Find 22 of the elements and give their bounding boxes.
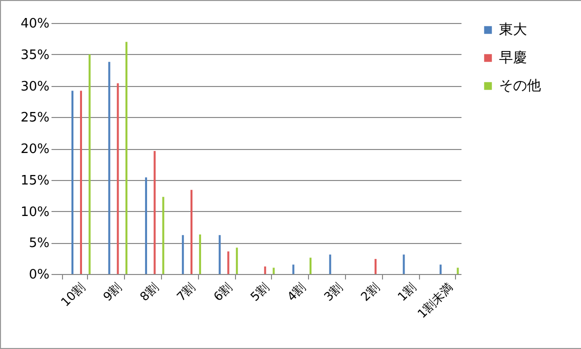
x-tick-label: 3割 xyxy=(321,280,346,304)
x-tick-label: 6割 xyxy=(210,280,235,304)
x-tick-label: 2割 xyxy=(358,280,382,304)
y-tick-label: 15% xyxy=(20,173,50,188)
x-tick-label: 4割 xyxy=(284,280,308,304)
y-tick-label: 35% xyxy=(20,48,50,63)
legend-label: その他 xyxy=(499,78,541,94)
x-tick-label: 10割 xyxy=(58,280,88,310)
legend-label: 東大 xyxy=(499,22,527,38)
y-tick-label: 5% xyxy=(28,236,50,252)
x-tick-label: 9割 xyxy=(100,280,124,304)
x-tick-label: 7割 xyxy=(174,280,198,304)
x-tick-label: 5割 xyxy=(248,280,272,304)
y-tick-label: 20% xyxy=(20,142,50,157)
y-tick-label: 30% xyxy=(20,79,50,94)
x-tick-label: 1割 xyxy=(394,280,419,304)
legend-label: 早慶 xyxy=(499,50,527,66)
y-tick-label: 25% xyxy=(20,110,50,126)
x-tick-label: 8割 xyxy=(137,280,162,304)
y-tick-label: 40% xyxy=(20,16,50,32)
y-tick-label: 0% xyxy=(28,268,50,282)
y-tick-label: 10% xyxy=(20,204,50,220)
